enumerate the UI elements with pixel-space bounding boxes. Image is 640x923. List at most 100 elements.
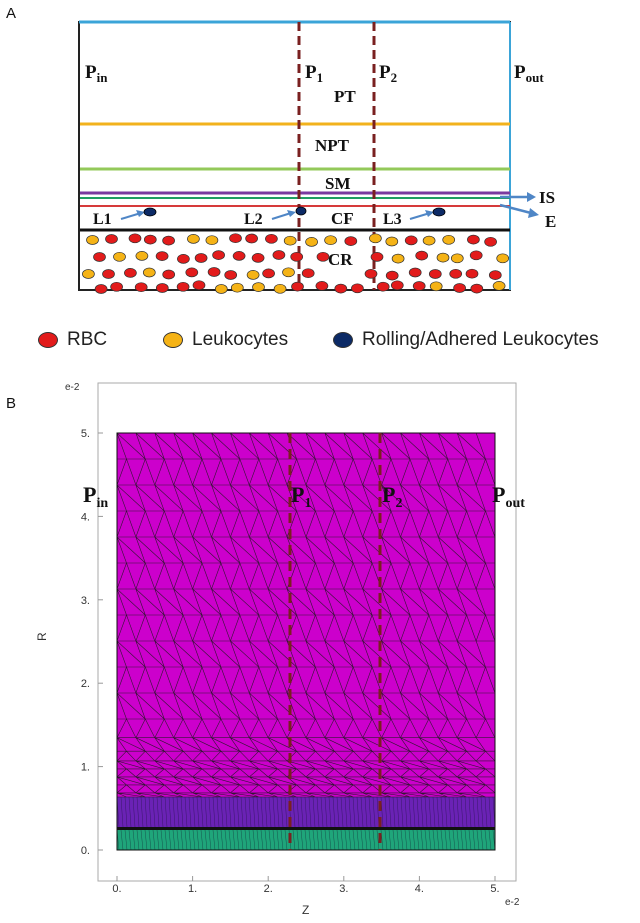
y-tick-label: 5. [81,428,90,440]
rbc-cell [194,253,208,263]
finite-element-mesh [116,432,496,851]
x-axis-exponent: e-2 [505,897,520,908]
layer-cr-label: CR [328,250,353,269]
rbc-cell [162,269,176,280]
y-tick-label: 1. [81,762,90,774]
arrow-l3-head [425,210,434,217]
leukocyte-cell [230,282,244,293]
rbc-cell [155,251,169,261]
leukocyte-cell [283,235,297,246]
leukocyte-l3-label: L3 [383,211,402,228]
legend-item-rbc: RBC [38,325,107,355]
layer-cf-label: CF [331,209,354,228]
cell-core-region [82,233,510,294]
rbc-cell [453,283,466,293]
vessel-frame [78,21,511,291]
leukocyte-cell [214,284,228,294]
rbc-cell [229,233,242,244]
e-label: E [545,212,556,231]
rbc-cell [232,251,246,261]
adhered-leukocyte-2 [295,206,307,216]
rolling-leukocyte-swatch [333,332,353,348]
rbc-cell [192,280,206,291]
panel-b-label: B [6,395,16,412]
rbc-cell [351,283,364,294]
rbc-cell [185,267,199,278]
rbc-cell [470,283,484,294]
rbc-cell [370,252,384,262]
y-tick-label: 3. [81,595,90,607]
rbc-cell [469,250,483,261]
rbc-cell [207,267,221,277]
pressure-2-label: P2 [379,62,397,85]
rbc-cell [134,282,148,293]
rbc-cell [94,284,108,294]
leukocyte-cell [369,233,382,244]
leukocyte-cell [282,267,295,278]
arrow-l2-head [287,210,296,217]
rbc-cell [408,267,422,278]
leukocyte-cell [205,235,219,246]
rbc-cell [376,281,390,292]
leukocyte-cell [496,253,510,264]
leukocyte-swatch [163,332,183,348]
adhered-leukocyte-1 [143,207,157,217]
legend-rbc-label: RBC [67,329,108,350]
rbc-cell [291,281,304,292]
leukocyte-cell [429,281,443,292]
arrow-l3 [409,212,431,220]
leukocyte-cell [324,235,337,246]
x-tick-label: 1. [188,883,197,895]
rbc-cell [428,269,442,279]
rbc-cell [155,283,169,293]
x-axis-ticks: 0. 1. 2. 3. 4. 5. [112,876,500,895]
rbc-swatch [38,332,58,348]
pressure-1-label: P1 [305,62,323,85]
wall-boundary [117,827,495,830]
rbc-cell [262,268,275,279]
rbc-cell [465,268,479,279]
y-axis-exponent: e-2 [65,382,80,393]
is-label: IS [539,188,555,207]
leukocyte-cell [391,253,405,264]
rbc-cell [162,235,175,246]
rbc-cell [316,251,330,262]
rbc-cell [390,280,404,291]
x-tick-label: 0. [112,883,121,895]
x-axis-label: Z [302,903,309,917]
pressure-in-label: Pin [85,62,108,85]
arrow-e [499,203,532,215]
rbc-cell [404,235,418,246]
leukocyte-cell [187,234,200,244]
legend-leukocytes-label: Leukocytes [192,329,289,350]
rbc-cell [143,234,157,245]
rbc-cell [301,268,315,279]
leukocyte-cell [113,251,126,262]
rbc-cell [467,234,480,245]
rbc-cell [290,251,304,262]
rbc-cell [334,283,348,294]
leukocyte-l2-label: L2 [244,211,263,228]
leukocyte-cell [82,269,95,279]
rbc-cell [93,252,106,262]
rbc-cell [124,268,137,278]
x-tick-label: 2. [264,883,273,895]
rbc-cell [364,268,378,279]
leukocyte-cell [442,234,456,245]
rbc-cell [177,254,190,264]
leukocyte-cell [135,251,149,261]
rbc-cell [251,253,265,263]
leukocyte-cell [385,236,399,247]
pressure-out-label-b: Pout [492,482,525,511]
leukocyte-cell [142,267,156,278]
rbc-cell [265,233,278,244]
y-axis-label: R [35,632,49,641]
y-tick-label: 0. [81,845,90,857]
y-tick-label: 4. [81,511,90,523]
layer-npt-label: NPT [315,136,350,155]
rbc-cell [212,250,225,260]
legend: RBC Leukocytes Rolling/Adhered Leukocyte… [38,325,638,355]
rbc-cell [315,281,329,291]
legend-item-leukocytes: Leukocytes [163,325,288,355]
